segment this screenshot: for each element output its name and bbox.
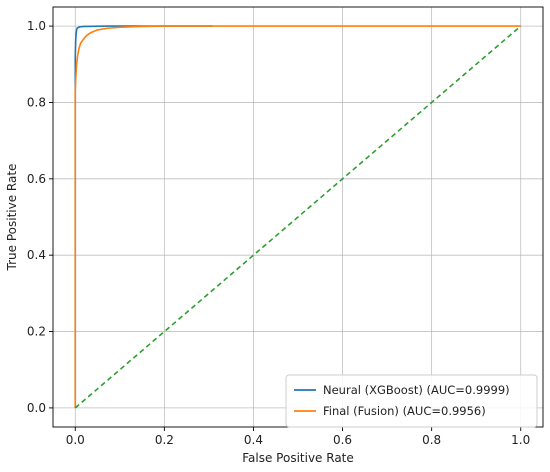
x-tick-label: 0.6: [333, 433, 352, 447]
y-axis-label: True Positive Rate: [5, 164, 19, 272]
x-tick-label: 1.0: [511, 433, 530, 447]
y-tick-label: 0.6: [27, 172, 46, 186]
final-fusion-roc-line: [74, 25, 521, 408]
x-tick-label: 0.8: [422, 433, 441, 447]
x-axis-label: False Positive Rate: [242, 451, 354, 465]
x-tick-label: 0.2: [155, 433, 174, 447]
y-tick-label: 0.2: [27, 325, 46, 339]
x-tick-label: 0.4: [244, 433, 263, 447]
legend-item-final-fusion: Final (Fusion) (AUC=0.9956): [323, 404, 486, 418]
y-tick-label: 0.4: [27, 248, 46, 262]
y-tick-label: 0.8: [27, 95, 46, 109]
legend-item-neural-xgboost: Neural (XGBoost) (AUC=0.9999): [323, 383, 510, 397]
legend-box: [285, 374, 538, 428]
chance-diagonal-line: [74, 25, 522, 409]
y-tick-label: 1.0: [27, 19, 46, 33]
x-tick-label: 0.0: [66, 433, 85, 447]
y-tick-label: 0.0: [27, 401, 46, 415]
